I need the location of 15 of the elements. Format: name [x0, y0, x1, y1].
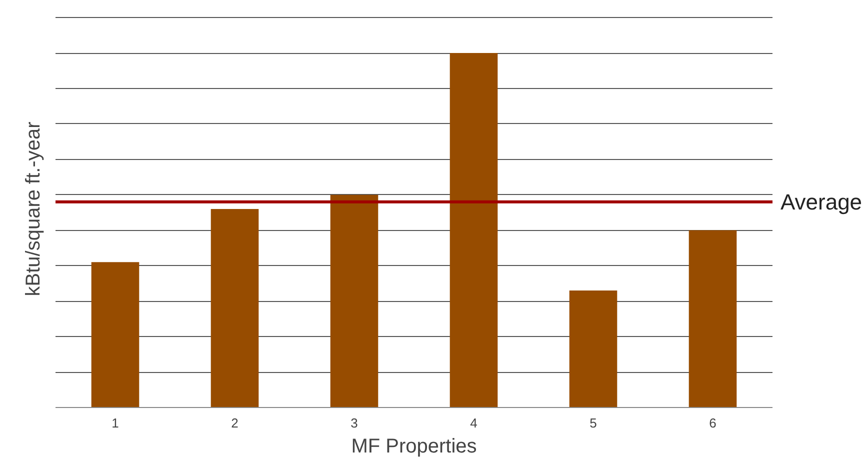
bar	[91, 262, 140, 408]
x-tick-label: 4	[470, 416, 478, 430]
ref-line-label: Average	[780, 189, 862, 214]
x-tick-label: 1	[112, 416, 119, 430]
x-tick-label: 6	[709, 416, 716, 430]
x-tick-label: 2	[231, 416, 238, 430]
bar	[688, 230, 737, 408]
x-axis-title: MF Properties	[351, 436, 477, 458]
bar	[330, 194, 378, 408]
x-tick-label: 3	[350, 416, 358, 430]
bar	[210, 209, 259, 408]
bar	[450, 53, 498, 408]
x-tick-label: 5	[590, 416, 597, 430]
bar	[569, 290, 618, 408]
y-axis-title: kBtu/square ft.-year	[22, 121, 44, 296]
